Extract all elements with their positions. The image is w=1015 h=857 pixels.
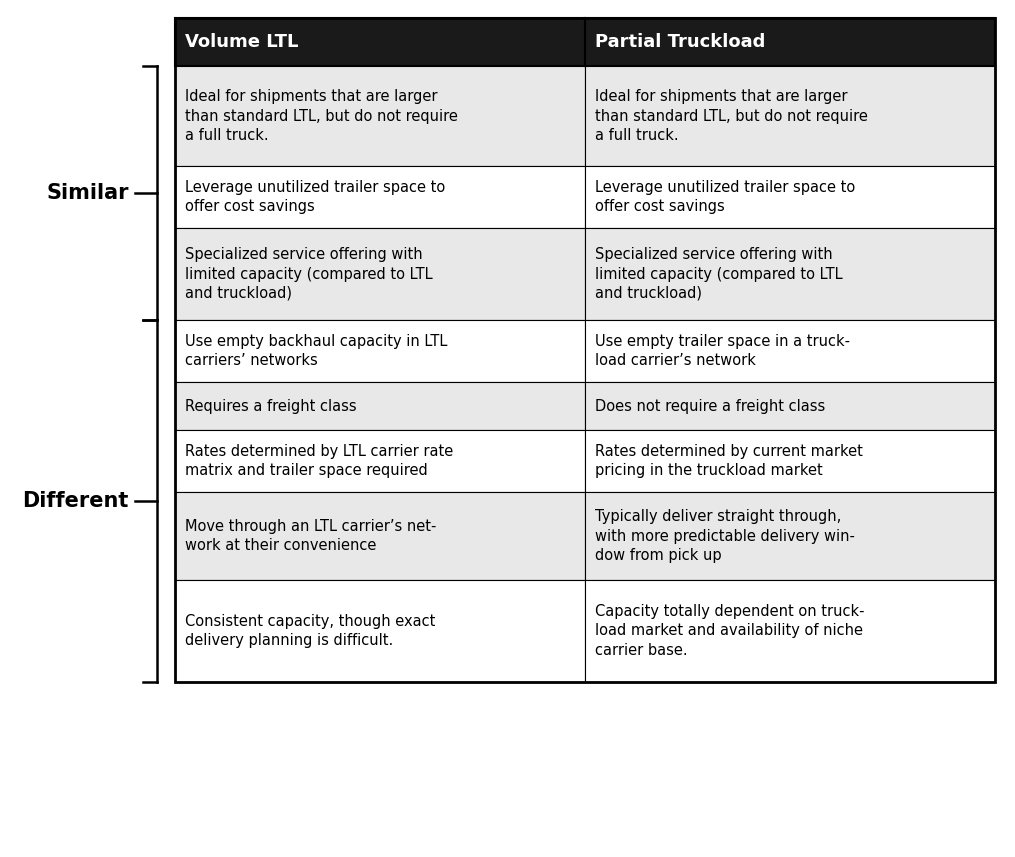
Text: Use empty backhaul capacity in LTL
carriers’ networks: Use empty backhaul capacity in LTL carri… [185,334,448,369]
Bar [585,66,995,166]
Text: Leverage unutilized trailer space to
offer cost savings: Leverage unutilized trailer space to off… [185,180,446,214]
Text: Leverage unutilized trailer space to
offer cost savings: Leverage unutilized trailer space to off… [595,180,856,214]
Bar [585,382,995,430]
Text: Volume LTL: Volume LTL [185,33,298,51]
Bar [175,228,585,320]
Text: Move through an LTL carrier’s net-
work at their convenience: Move through an LTL carrier’s net- work … [185,518,436,553]
Bar [585,228,995,320]
Text: Specialized service offering with
limited capacity (compared to LTL
and truckloa: Specialized service offering with limite… [595,248,842,301]
Text: Requires a freight class: Requires a freight class [185,399,356,413]
Text: Specialized service offering with
limited capacity (compared to LTL
and truckloa: Specialized service offering with limite… [185,248,432,301]
Bar [175,18,995,682]
Bar [175,166,585,228]
Text: Consistent capacity, though exact
delivery planning is difficult.: Consistent capacity, though exact delive… [185,614,435,648]
Bar [585,166,995,228]
Bar [585,430,995,492]
Text: Rates determined by current market
pricing in the truckload market: Rates determined by current market prici… [595,444,863,478]
Bar [175,580,585,682]
Bar [175,320,585,382]
Text: Ideal for shipments that are larger
than standard LTL, but do not require
a full: Ideal for shipments that are larger than… [185,89,458,143]
Text: Use empty trailer space in a truck-
load carrier’s network: Use empty trailer space in a truck- load… [595,334,850,369]
Bar [585,320,995,382]
Text: Does not require a freight class: Does not require a freight class [595,399,825,413]
Bar [585,580,995,682]
Text: Rates determined by LTL carrier rate
matrix and trailer space required: Rates determined by LTL carrier rate mat… [185,444,454,478]
Text: Ideal for shipments that are larger
than standard LTL, but do not require
a full: Ideal for shipments that are larger than… [595,89,868,143]
Bar [175,382,585,430]
Bar [175,66,585,166]
Text: Different: Different [22,491,129,511]
Text: Capacity totally dependent on truck-
load market and availability of niche
carri: Capacity totally dependent on truck- loa… [595,604,865,657]
Text: Typically deliver straight through,
with more predictable delivery win-
dow from: Typically deliver straight through, with… [595,509,855,563]
Bar [175,492,585,580]
Bar [175,430,585,492]
Text: Similar: Similar [47,183,129,203]
Bar [585,492,995,580]
Bar [175,18,995,66]
Text: Partial Truckload: Partial Truckload [595,33,765,51]
